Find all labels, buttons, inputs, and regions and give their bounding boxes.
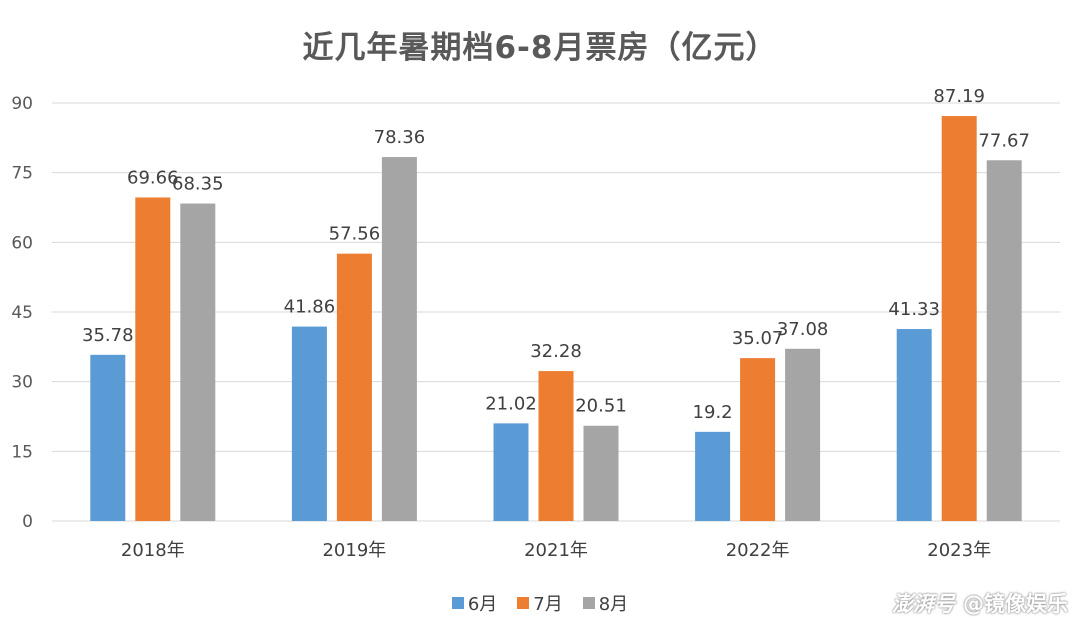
data-label: 35.78 <box>82 325 134 346</box>
bar <box>583 425 619 521</box>
y-tick-label: 45 <box>11 303 33 323</box>
y-tick-label: 60 <box>11 233 33 253</box>
x-tick-label: 2022年 <box>726 540 790 561</box>
bar <box>90 354 126 521</box>
x-tick-label: 2023年 <box>927 540 991 561</box>
legend-label-july: 7月 <box>533 594 563 615</box>
y-tick-label: 90 <box>11 94 33 114</box>
data-label: 19.2 <box>693 402 733 423</box>
data-label: 21.02 <box>485 393 537 414</box>
bar <box>986 160 1022 522</box>
data-label: 78.36 <box>374 127 426 148</box>
bar <box>538 371 574 521</box>
x-tick-label: 2019年 <box>322 540 386 561</box>
bar <box>135 197 171 521</box>
legend-label-august: 8月 <box>598 594 629 615</box>
data-label: 41.86 <box>284 297 336 318</box>
bar <box>785 348 821 521</box>
bar <box>381 157 417 521</box>
data-label: 20.51 <box>575 396 627 417</box>
data-label: 69.66 <box>127 167 179 188</box>
y-tick-label: 75 <box>11 164 33 184</box>
y-tick-label: 30 <box>11 373 33 393</box>
data-label: 87.19 <box>933 86 985 107</box>
bar <box>941 116 977 521</box>
legend-item-june[interactable]: 6月 <box>451 590 498 616</box>
data-label: 77.67 <box>978 130 1030 151</box>
chart-title: 近几年暑期档6-8月票房（亿元） <box>302 30 778 66</box>
data-label: 37.08 <box>777 319 829 340</box>
legend: 6月 7月 8月 <box>0 590 1080 616</box>
watermark-account: @镜像娱乐 <box>963 592 1068 616</box>
y-tick-label: 15 <box>11 442 33 462</box>
watermark-brand: 澎湃号 <box>892 592 955 616</box>
bar <box>291 326 327 521</box>
data-label: 35.07 <box>732 328 784 349</box>
legend-swatch-july <box>517 597 530 609</box>
watermark: 澎湃号 @镜像娱乐 <box>892 588 1068 618</box>
bar <box>896 329 932 521</box>
data-label: 57.56 <box>329 224 381 245</box>
bar <box>493 423 529 521</box>
data-label: 32.28 <box>530 341 582 362</box>
legend-swatch-august <box>582 597 595 609</box>
data-label: 41.33 <box>888 299 940 320</box>
bar <box>180 203 216 521</box>
legend-item-july[interactable]: 7月 <box>517 590 563 616</box>
y-tick-label: 0 <box>22 512 33 532</box>
x-tick-label: 2021年 <box>524 540 588 561</box>
bar <box>740 358 776 521</box>
bar <box>336 253 372 521</box>
data-label: 68.35 <box>172 174 224 195</box>
x-tick-label: 2018年 <box>121 540 185 561</box>
legend-label-june: 6月 <box>467 594 498 615</box>
legend-item-august[interactable]: 8月 <box>582 590 629 616</box>
legend-swatch-june <box>451 597 464 609</box>
bar <box>695 431 731 521</box>
